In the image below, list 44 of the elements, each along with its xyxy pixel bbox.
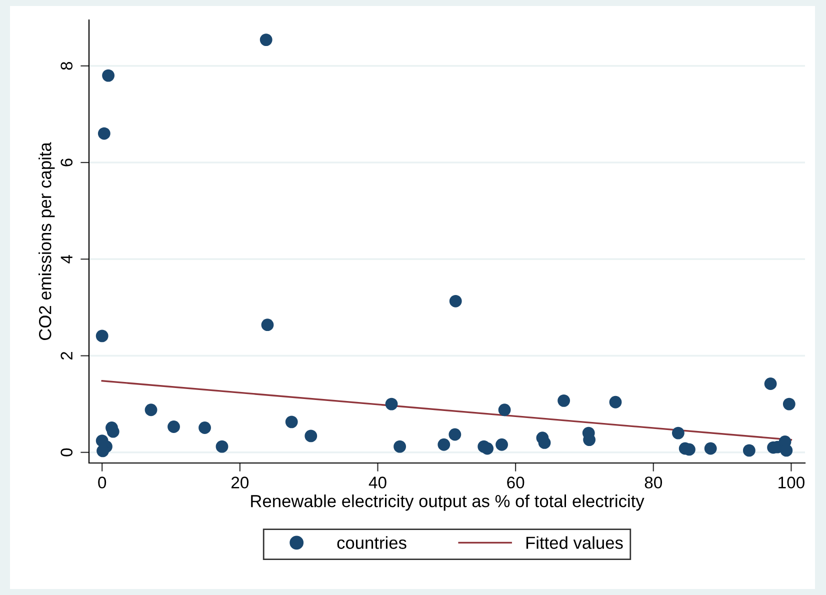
legend-label: countries [337, 536, 406, 549]
point [261, 318, 274, 332]
y-tick-label: 8 [60, 62, 73, 70]
point [102, 69, 115, 82]
point [764, 378, 777, 390]
point [496, 438, 508, 451]
point [704, 442, 717, 455]
y-tick-label: 6 [60, 158, 73, 166]
x-tick-label: 100 [778, 476, 804, 488]
point [285, 416, 298, 428]
point [304, 430, 318, 442]
point [538, 436, 551, 449]
x-tick-label: 20 [231, 476, 249, 488]
point [672, 426, 684, 440]
point [98, 127, 110, 140]
point [609, 396, 622, 408]
x-tick-label: 80 [644, 476, 662, 488]
point [260, 34, 272, 46]
point [385, 398, 398, 410]
point [394, 440, 406, 453]
point [780, 444, 793, 457]
y-tick-label: 0 [60, 448, 73, 456]
point [198, 422, 211, 434]
point [449, 294, 462, 308]
point [498, 404, 511, 416]
point [448, 428, 462, 441]
point [481, 442, 494, 455]
x-axis-title: Renewable electricity output as % of total electricity [251, 494, 644, 511]
x-tick-label: 0 [98, 476, 106, 488]
y-axis-title: CO2 emissions per capita [38, 142, 55, 340]
point [96, 444, 109, 458]
point [216, 440, 228, 453]
x-tick-label: 40 [368, 476, 386, 488]
point [96, 330, 108, 342]
point [168, 420, 180, 433]
y-tick-label: 2 [60, 352, 72, 360]
legend-label: Fitted values [526, 536, 623, 549]
point [742, 444, 756, 457]
x-tick-label: 60 [507, 476, 524, 488]
point [558, 394, 570, 407]
point [782, 398, 796, 410]
point [144, 404, 158, 416]
point [438, 438, 450, 451]
y-tick-label: 4 [60, 254, 72, 264]
